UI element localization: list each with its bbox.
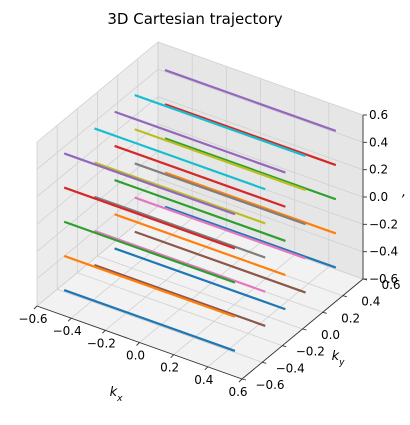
x-tick-label: 0.4: [194, 373, 213, 387]
trajectory-line: [94, 161, 266, 225]
y-tick-mark: [342, 295, 347, 298]
x-tick-label: −0.2: [87, 336, 116, 350]
y-tick-label: −0.4: [276, 361, 305, 375]
y-tick-mark: [262, 361, 267, 364]
z-tick-label: 0.0: [369, 190, 388, 204]
trajectory-line: [94, 195, 266, 259]
trajectory-line: [94, 127, 266, 191]
y-axis-label: ky: [332, 349, 346, 368]
trajectory-line: [63, 152, 236, 216]
trajectory-line: [63, 289, 236, 352]
trajectory-line: [114, 110, 286, 174]
z-tick-label: −0.4: [369, 245, 398, 259]
trajectory-line: [63, 220, 236, 284]
y-tick-mark: [282, 345, 287, 348]
trajectory-line: [164, 69, 337, 132]
trajectory-line: [134, 162, 306, 226]
trajectory-line: [134, 128, 306, 192]
z-tick-label: 0.4: [369, 135, 388, 149]
series-lines: [63, 69, 337, 352]
trajectory-line: [164, 205, 337, 269]
x-tick-label: −0.4: [53, 324, 82, 338]
x-tick-label: −0.6: [18, 312, 47, 326]
y-tick-mark: [322, 311, 327, 314]
trajectory-line: [114, 179, 286, 242]
z-tick-label: −0.2: [369, 217, 398, 231]
trajectory-line: [114, 247, 286, 311]
trajectory-line: [134, 230, 306, 294]
z-axis-label: ,: [402, 185, 406, 200]
x-tick-mark: [136, 342, 140, 346]
y-tick-label: 0.2: [341, 311, 360, 325]
trajectory-line: [94, 264, 266, 327]
z-tick-label: −0.6: [369, 272, 398, 286]
tick-labels: −0.6−0.6−0.6−0.4−0.4−0.4−0.2−0.2−0.20.00…: [18, 108, 400, 399]
x-tick-mark: [102, 330, 106, 334]
grid-line-z: [36, 41, 364, 143]
y-tick-mark: [241, 378, 247, 381]
trajectory-line: [63, 254, 236, 318]
y-tick-label: −0.2: [296, 345, 325, 359]
chart-title: 3D Cartesian trajectory: [107, 10, 282, 28]
z-tick-label: 0.6: [369, 108, 388, 122]
trajectory-line: [114, 213, 286, 277]
x-tick-label: 0.6: [228, 385, 247, 399]
y-tick-mark: [362, 278, 368, 281]
trajectory-line: [164, 103, 337, 167]
z-tick-label: 0.2: [369, 163, 388, 177]
y-tick-label: 0.4: [361, 295, 380, 309]
x-tick-label: 0.0: [126, 349, 145, 363]
x-tick-mark: [67, 317, 72, 322]
y-tick-label: −0.6: [255, 378, 284, 392]
trajectory-line: [114, 144, 286, 208]
y-tick-mark: [302, 328, 307, 331]
y-tick-label: 0.0: [321, 328, 340, 342]
trajectory-line: [134, 196, 306, 260]
trajectory-line: [63, 186, 236, 250]
trajectory-line: [164, 137, 337, 201]
x-tick-mark: [170, 354, 174, 358]
x-tick-mark: [238, 378, 243, 383]
trajectory-line: [94, 229, 266, 293]
x-axis-label: kx: [110, 385, 124, 404]
x-tick-mark: [33, 305, 38, 310]
trajectory-line: [164, 171, 337, 235]
x-tick-mark: [204, 366, 209, 371]
trajectory-line: [134, 94, 306, 157]
y-tick-label: 0.6: [381, 278, 400, 292]
x-tick-label: 0.2: [160, 361, 179, 375]
